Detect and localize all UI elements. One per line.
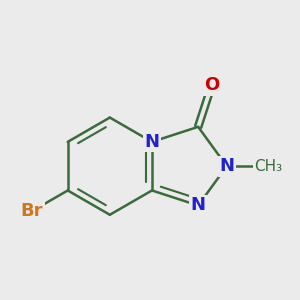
Text: N: N (219, 157, 234, 175)
Text: N: N (144, 133, 159, 151)
Text: O: O (204, 76, 219, 94)
Text: CH₃: CH₃ (254, 159, 282, 174)
Text: N: N (191, 196, 206, 214)
Text: Br: Br (21, 202, 43, 220)
